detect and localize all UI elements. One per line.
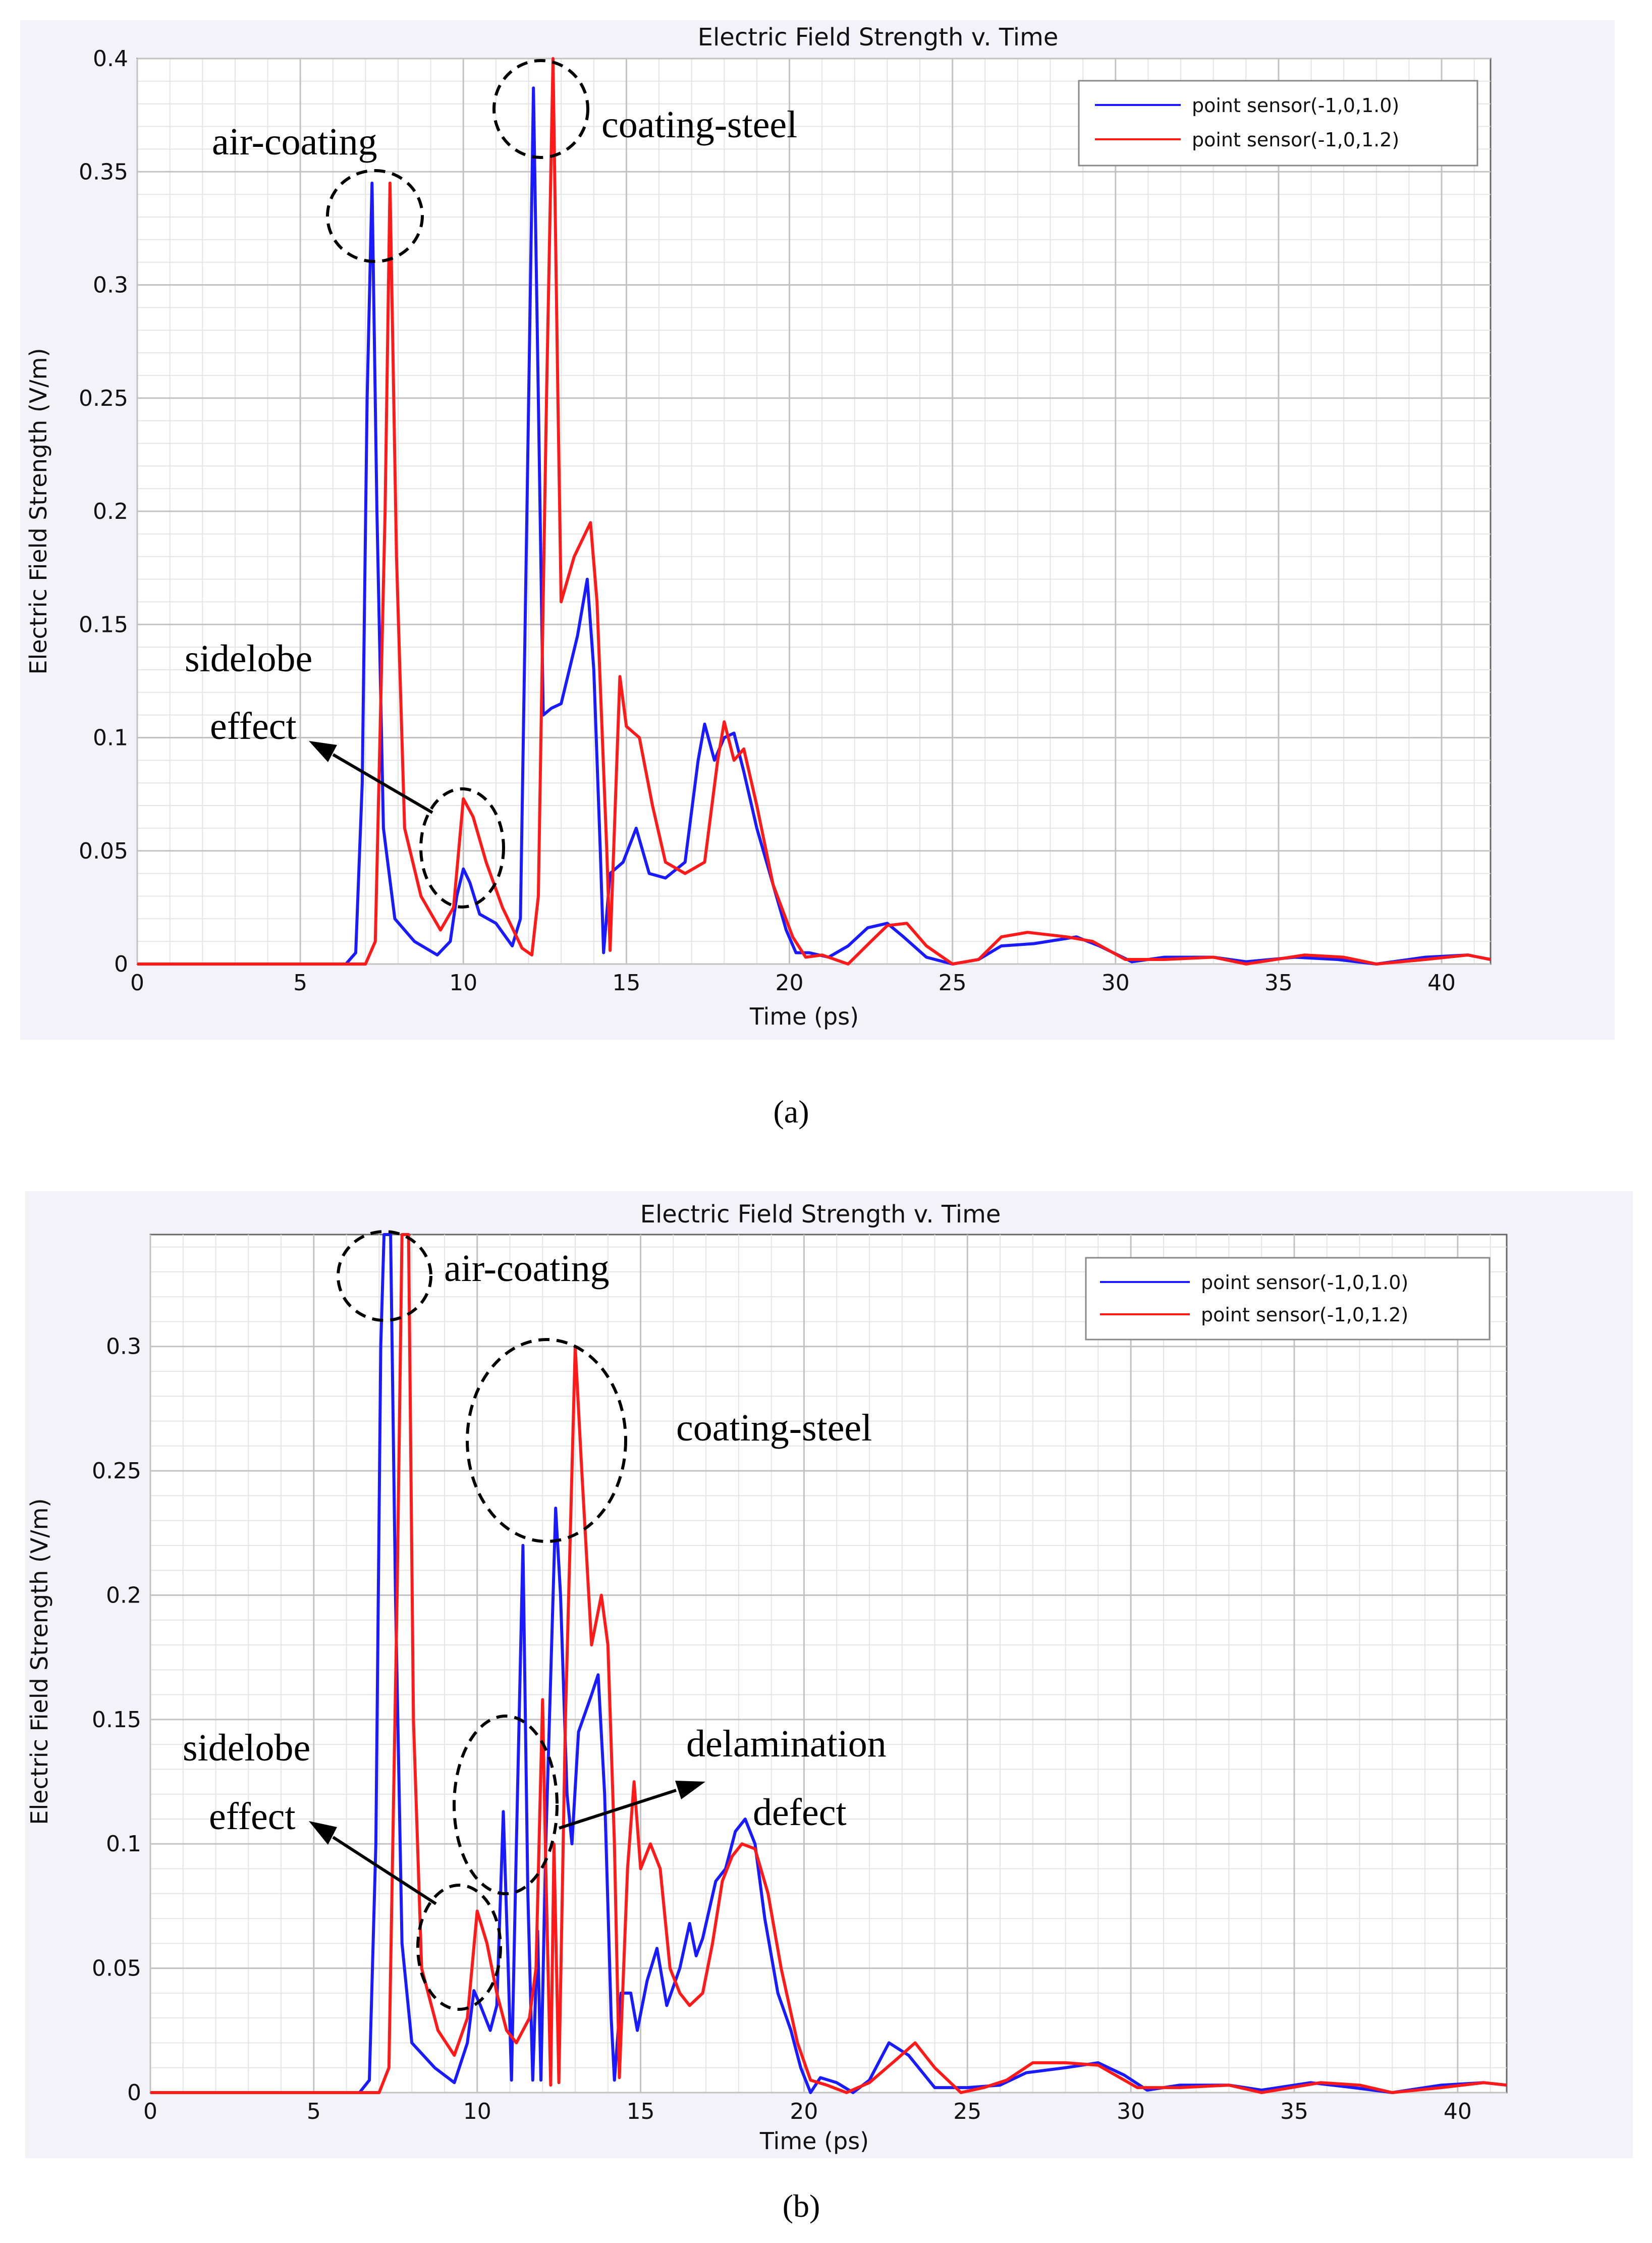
chart-b-legend-label-red: point sensor(-1,0,1.2) — [1201, 1304, 1408, 1326]
x-tick-label: 25 — [939, 970, 967, 996]
chart-b-delamination-arrow-head — [675, 1781, 705, 1799]
x-tick-label: 20 — [776, 970, 804, 996]
chart-a-legend-label-red: point sensor(-1,0,1.2) — [1192, 129, 1399, 151]
chart-b-coating-steel-circle — [466, 1338, 627, 1543]
chart-a-air-coating-circle — [326, 169, 424, 263]
chart-b-annotation-defect: defect — [753, 1791, 847, 1834]
y-tick-label: 0.3 — [93, 273, 128, 298]
x-tick-label: 0 — [130, 970, 144, 996]
chart-b-sidelobe-circle — [416, 1884, 502, 2011]
chart-b-annotations — [337, 1230, 627, 2011]
panel-a: Electric Field Strength v. Time 0 5 10 15 20… — [20, 20, 1615, 1040]
chart-b-arrow-head — [309, 1821, 337, 1845]
x-tick-label: 40 — [1444, 2099, 1472, 2124]
chart-b-delamination-circle — [453, 1715, 559, 1895]
x-tick-label: 10 — [463, 2099, 491, 2124]
chart-b-annotation-air-coating: air-coating — [444, 1247, 610, 1290]
x-tick-label: 10 — [449, 970, 477, 996]
y-tick-label: 0 — [114, 951, 128, 977]
series-line-red — [137, 57, 1491, 966]
chart-b-sidelobe-arrow — [309, 1821, 437, 1905]
chart-a-annotation-effect: effect — [210, 705, 297, 747]
chart-a-sidelobe-circle — [419, 787, 505, 909]
chart-b-annotation-coating-steel: coating-steel — [676, 1407, 872, 1449]
chart-a-legend-box — [1078, 80, 1478, 167]
chart-a-gridlines — [136, 58, 1491, 965]
y-tick-label: 0.35 — [79, 159, 128, 185]
chart-b-ylabel: Electric Field Strength (V/m) — [26, 1498, 53, 1825]
chart-a-arrow-head — [309, 741, 337, 762]
chart-a-xlabel: Time (ps) — [749, 1003, 859, 1030]
chart-a-annotation-air-coating: air-coating — [212, 121, 377, 163]
chart-b-title: Electric Field Strength v. Time — [640, 1200, 1001, 1229]
chart-b-delamination-arrow — [559, 1781, 705, 1830]
series-line-red — [150, 1233, 1507, 2094]
y-tick-label: 0.1 — [106, 1831, 141, 1857]
chart-b-delamination-arrow-line — [559, 1789, 677, 1830]
chart-b-annotation-delamination: delamination — [686, 1723, 887, 1765]
y-tick-label: 0.05 — [79, 838, 128, 864]
x-tick-label: 25 — [953, 2099, 981, 2124]
x-tick-label: 5 — [293, 970, 307, 996]
chart-b-legend: point sensor(-1,0,1.0) point sensor(-1,0… — [1085, 1257, 1491, 1341]
chart-a-ticks: 0 5 10 15 20 25 30 35 40 0 0.05 0.1 0.15 0.2 0.25 0.3 0.… — [79, 46, 1456, 996]
y-tick-label: 0.15 — [92, 1707, 141, 1733]
x-tick-label: 40 — [1427, 970, 1456, 996]
y-tick-label: 0.15 — [79, 612, 128, 637]
chart-b-arrow-line — [332, 1836, 437, 1905]
x-tick-label: 30 — [1117, 2099, 1145, 2124]
chart-b-plot-area — [149, 1234, 1508, 2094]
chart-a-series — [137, 57, 1491, 966]
chart-a-annotation-sidelobe: sidelobe — [185, 637, 312, 680]
chart-b-ticks: 0 5 10 15 20 25 30 35 40 0 0.05 0.1 0.15 0.2 0.25 0.3 — [92, 1334, 1472, 2124]
series-line-blue — [137, 86, 1491, 966]
x-tick-label: 15 — [627, 2099, 655, 2124]
chart-a-arrow-line — [332, 753, 433, 814]
series-line-blue — [150, 1233, 1507, 2094]
chart-a-coating-steel-circle — [492, 59, 589, 159]
y-tick-label: 0.4 — [93, 46, 128, 72]
chart-a-legend-label-blue: point sensor(-1,0,1.0) — [1192, 94, 1399, 117]
chart-a-annotation-coating-steel: coating-steel — [601, 103, 797, 146]
x-tick-label: 0 — [143, 2099, 157, 2124]
chart-b-air-coating-circle — [337, 1230, 432, 1322]
chart-a-legend: point sensor(-1,0,1.0) point sensor(-1,0… — [1078, 80, 1478, 167]
x-tick-label: 20 — [790, 2099, 818, 2124]
y-tick-label: 0.2 — [106, 1582, 141, 1608]
x-tick-label: 5 — [307, 2099, 321, 2124]
y-tick-label: 0.2 — [93, 499, 128, 524]
chart-a-annotations — [326, 59, 589, 909]
y-tick-label: 0.3 — [106, 1334, 141, 1360]
y-tick-label: 0.25 — [92, 1458, 141, 1484]
y-tick-label: 0.25 — [79, 386, 128, 411]
chart-a-sidelobe-arrow — [309, 741, 433, 814]
panel-b: Electric Field Strength v. Time 0 5 10 15 20… — [25, 1191, 1633, 2158]
chart-a-ylabel: Electric Field Strength (V/m) — [25, 348, 52, 674]
y-tick-label: 0.1 — [93, 725, 128, 751]
chart-b-legend-label-blue: point sensor(-1,0,1.0) — [1201, 1271, 1408, 1294]
y-tick-label: 0 — [127, 2080, 141, 2106]
chart-b-legend-box — [1085, 1257, 1491, 1341]
x-tick-label: 15 — [612, 970, 640, 996]
chart-b-annotation-sidelobe: sidelobe — [183, 1727, 310, 1769]
chart-b-series — [150, 1233, 1507, 2094]
y-tick-label: 0.05 — [92, 1956, 141, 1982]
chart-a-title: Electric Field Strength v. Time — [698, 23, 1059, 51]
caption-a: (a) — [773, 1094, 809, 1130]
chart-b-annotation-effect: effect — [209, 1795, 296, 1838]
caption-b: (b) — [783, 2188, 820, 2224]
chart-b-xlabel: Time (ps) — [759, 2127, 869, 2155]
x-tick-label: 35 — [1280, 2099, 1308, 2124]
x-tick-label: 30 — [1102, 970, 1130, 996]
x-tick-label: 35 — [1264, 970, 1293, 996]
